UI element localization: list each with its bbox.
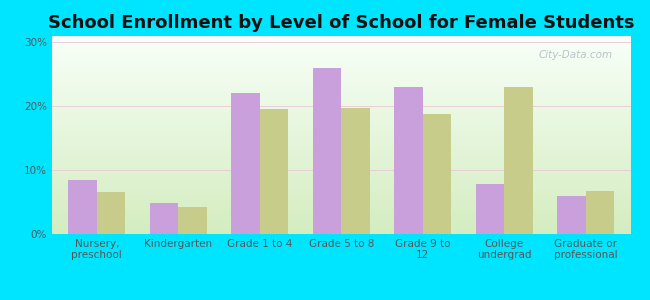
Bar — [394, 87, 422, 234]
Bar — [341, 107, 370, 234]
Bar — [260, 110, 289, 234]
Bar — [586, 190, 614, 234]
Bar — [231, 94, 260, 234]
Bar — [68, 180, 97, 234]
Text: City-Data.com: City-Data.com — [539, 50, 613, 60]
Title: School Enrollment by Level of School for Female Students: School Enrollment by Level of School for… — [48, 14, 634, 32]
Bar — [476, 184, 504, 234]
Bar — [422, 114, 451, 234]
Bar — [557, 196, 586, 234]
Bar — [504, 87, 533, 234]
Bar — [97, 193, 125, 234]
Bar — [150, 203, 178, 234]
Bar — [313, 68, 341, 234]
Bar — [178, 207, 207, 234]
